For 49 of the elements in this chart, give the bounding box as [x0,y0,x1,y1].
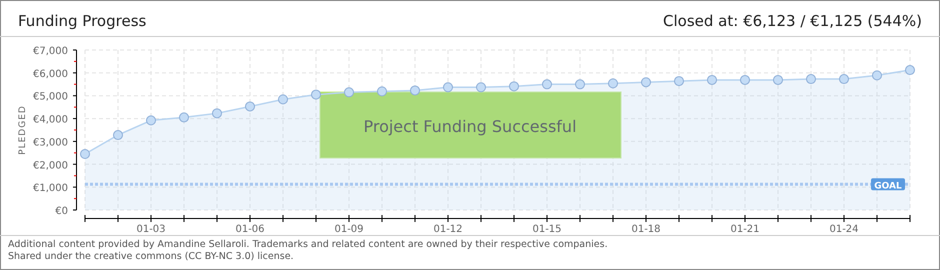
text: Additional content provided by Amandine Sellaroli. Trademarks and related content are owned by their respective companies. [8,239,608,250]
point [839,74,849,84]
x-tick-label: 01-21 [730,224,760,235]
point [113,130,123,140]
y-axis-title: PLEDGED [18,105,28,155]
y-tick-label: €5,000 [33,92,68,103]
chart-title: Funding Progress [18,12,147,30]
y-tick-label: €6,000 [33,68,68,80]
point [410,85,420,96]
point [740,74,750,85]
point [377,86,387,96]
point [80,149,90,159]
point [674,76,684,86]
point [146,115,156,126]
annotation: Project Funding Successful [363,117,577,136]
y-tick-label: €1,000 [33,183,68,194]
x-tick-label: 01-18 [631,224,661,235]
point [509,81,519,92]
x-tick-label: 01-06 [235,224,265,235]
point [278,94,288,104]
point [641,77,651,88]
point [905,65,915,76]
chart-subtitle: Closed at: €6,123 / €1,125 (544%) [663,12,922,30]
point [707,74,717,85]
point [575,79,585,90]
point [542,79,552,90]
point [311,90,321,100]
y-tick-label: €7,000 [33,46,68,57]
y-tick-label: €4,000 [33,114,68,126]
point [245,101,255,112]
ref-line-label: GOAL [874,181,902,192]
point [872,70,882,80]
point [344,87,354,98]
point [179,112,189,122]
y-tick-label: €0 [55,206,68,217]
point [476,82,486,92]
x-tick-label: 01-03 [136,224,166,235]
x-tick-label: 01-09 [334,224,364,235]
y-tick-label: €2,000 [33,160,68,172]
point [443,82,453,92]
x-tick-label: 01-12 [433,224,463,235]
x-tick-label: 01-15 [532,224,562,235]
point [608,78,618,88]
text: Shared under the creative commons (CC BY-NC 3.0) license. [8,251,294,262]
point [806,74,816,84]
point [212,108,222,118]
y-tick-label: €3,000 [33,137,68,148]
point [773,74,783,85]
x-tick-label: 01-24 [829,224,859,235]
